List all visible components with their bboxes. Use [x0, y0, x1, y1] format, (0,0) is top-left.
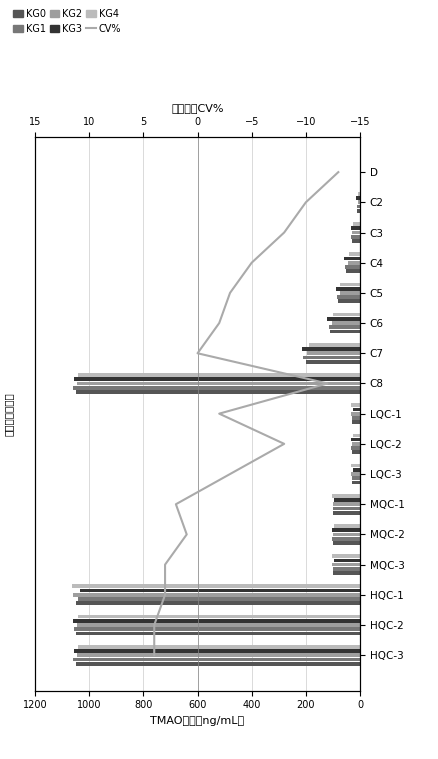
Text: 校准品和质控点: 校准品和质控点 [4, 392, 14, 436]
Bar [305, 360, 359, 364]
Bar [332, 537, 359, 540]
Bar [301, 347, 359, 351]
Bar [350, 412, 359, 415]
X-axis label: TMAO浓度（ng/mL）: TMAO浓度（ng/mL） [150, 716, 244, 726]
Bar [344, 265, 359, 269]
Bar [350, 438, 359, 442]
Bar [331, 554, 359, 558]
Bar [338, 300, 359, 303]
Bar [350, 464, 359, 468]
Bar [332, 572, 359, 575]
Bar [352, 408, 359, 411]
Bar [346, 269, 359, 273]
Bar [80, 589, 359, 593]
X-axis label: 测定日间CV%: 测定日间CV% [171, 103, 223, 113]
Bar [73, 619, 359, 622]
Bar [71, 584, 359, 588]
Bar [332, 562, 359, 566]
Bar [350, 446, 359, 450]
Bar [333, 498, 359, 502]
Bar [77, 653, 359, 657]
Bar [332, 541, 359, 545]
Bar [352, 468, 359, 471]
Bar [308, 343, 359, 347]
Bar [74, 628, 359, 631]
Bar [74, 377, 359, 381]
Bar [347, 261, 359, 265]
Bar [78, 645, 359, 649]
Bar [329, 329, 359, 333]
Bar [75, 631, 359, 635]
Bar [307, 351, 359, 355]
Bar [332, 502, 359, 506]
Legend: KG0, KG1, KG2, KG3, KG4, CV%: KG0, KG1, KG2, KG3, KG4, CV% [9, 5, 125, 37]
Bar [78, 597, 359, 601]
Bar [357, 200, 359, 204]
Bar [352, 433, 359, 437]
Bar [351, 239, 359, 243]
Bar [78, 615, 359, 619]
Bar [352, 231, 359, 235]
Bar [331, 528, 359, 532]
Bar [339, 291, 359, 294]
Bar [351, 416, 359, 420]
Bar [336, 287, 359, 291]
Bar [333, 524, 359, 528]
Bar [302, 356, 359, 359]
Bar [75, 662, 359, 666]
Bar [350, 235, 359, 238]
Bar [356, 205, 359, 209]
Bar [351, 450, 359, 454]
Bar [343, 257, 359, 260]
Bar [74, 649, 359, 653]
Bar [332, 506, 359, 510]
Bar [352, 477, 359, 480]
Bar [333, 559, 359, 562]
Bar [355, 197, 359, 200]
Bar [350, 403, 359, 407]
Bar [333, 567, 359, 571]
Bar [340, 282, 359, 286]
Bar [328, 326, 359, 329]
Bar [352, 442, 359, 446]
Bar [350, 226, 359, 230]
Bar [357, 192, 359, 196]
Bar [75, 390, 359, 394]
Bar [331, 494, 359, 498]
Bar [351, 420, 359, 424]
Bar [73, 386, 359, 389]
Bar [357, 209, 359, 213]
Bar [331, 321, 359, 325]
Bar [73, 593, 359, 597]
Bar [332, 313, 359, 317]
Bar [327, 317, 359, 321]
Bar [78, 373, 359, 377]
Bar [333, 533, 359, 537]
Bar [77, 623, 359, 627]
Bar [353, 222, 359, 226]
Bar [75, 601, 359, 605]
Bar [351, 480, 359, 484]
Bar [350, 472, 359, 476]
Bar [332, 511, 359, 515]
Bar [73, 657, 359, 661]
Bar [336, 295, 359, 299]
Bar [77, 382, 359, 386]
Bar [348, 253, 359, 256]
